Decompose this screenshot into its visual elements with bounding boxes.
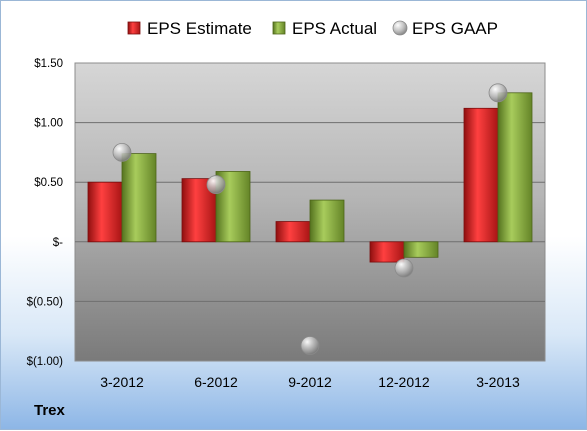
marker-eps-gaap-3-2012: [112, 142, 132, 162]
x-tick-label: 6-2012: [194, 374, 238, 390]
y-tick-label: $-: [53, 237, 63, 249]
bar-eps-actual-3-2013: [497, 92, 533, 243]
bar-eps-estimate-12-2012: [369, 241, 405, 263]
gaap-markers: [112, 83, 508, 355]
y-tick-label: $1.00: [34, 118, 63, 130]
bars: [87, 92, 533, 263]
bar-eps-estimate-3-2013: [463, 107, 499, 243]
bar-eps-actual-3-2012: [121, 153, 157, 243]
bar-eps-actual-9-2012: [309, 199, 345, 243]
legend: EPS Estimate EPS Actual EPS GAAP: [127, 19, 498, 38]
x-tick-label: 3-2013: [476, 374, 520, 390]
legend-label: EPS Estimate: [147, 19, 252, 38]
company-label: Trex: [34, 402, 65, 419]
legend-item-eps-gaap: EPS GAAP: [392, 19, 498, 38]
legend-item-eps-actual: EPS Actual: [272, 19, 377, 38]
bar-eps-estimate-3-2012: [87, 181, 123, 243]
x-axis-ticks: 3-2012 6-2012 9-2012 12-2012 3-2013: [100, 374, 520, 390]
y-tick-label: $(1.00): [27, 356, 64, 368]
y-tick-label: $1.50: [34, 58, 63, 70]
legend-swatch: [127, 21, 141, 35]
bar-eps-estimate-9-2012: [275, 221, 311, 243]
bar-eps-actual-12-2012: [403, 241, 439, 258]
x-tick-label: 3-2012: [100, 374, 144, 390]
legend-swatch: [272, 21, 286, 35]
legend-item-eps-estimate: EPS Estimate: [127, 19, 252, 38]
legend-label: EPS GAAP: [412, 19, 498, 38]
y-tick-label: $(0.50): [27, 296, 64, 308]
x-tick-label: 9-2012: [288, 374, 332, 390]
marker-eps-gaap-3-2013: [488, 83, 508, 103]
marker-eps-gaap-6-2012: [206, 175, 226, 194]
x-tick-label: 12-2012: [378, 374, 430, 390]
y-tick-label: $0.50: [34, 177, 63, 189]
y-axis-ticks: $1.50 $1.00 $0.50 $- $(0.50) $(1.00): [27, 58, 64, 368]
marker-eps-gaap-9-2012: [300, 336, 320, 355]
marker-eps-gaap-12-2012: [394, 258, 414, 278]
legend-swatch: [392, 20, 408, 36]
legend-label: EPS Actual: [292, 19, 377, 38]
